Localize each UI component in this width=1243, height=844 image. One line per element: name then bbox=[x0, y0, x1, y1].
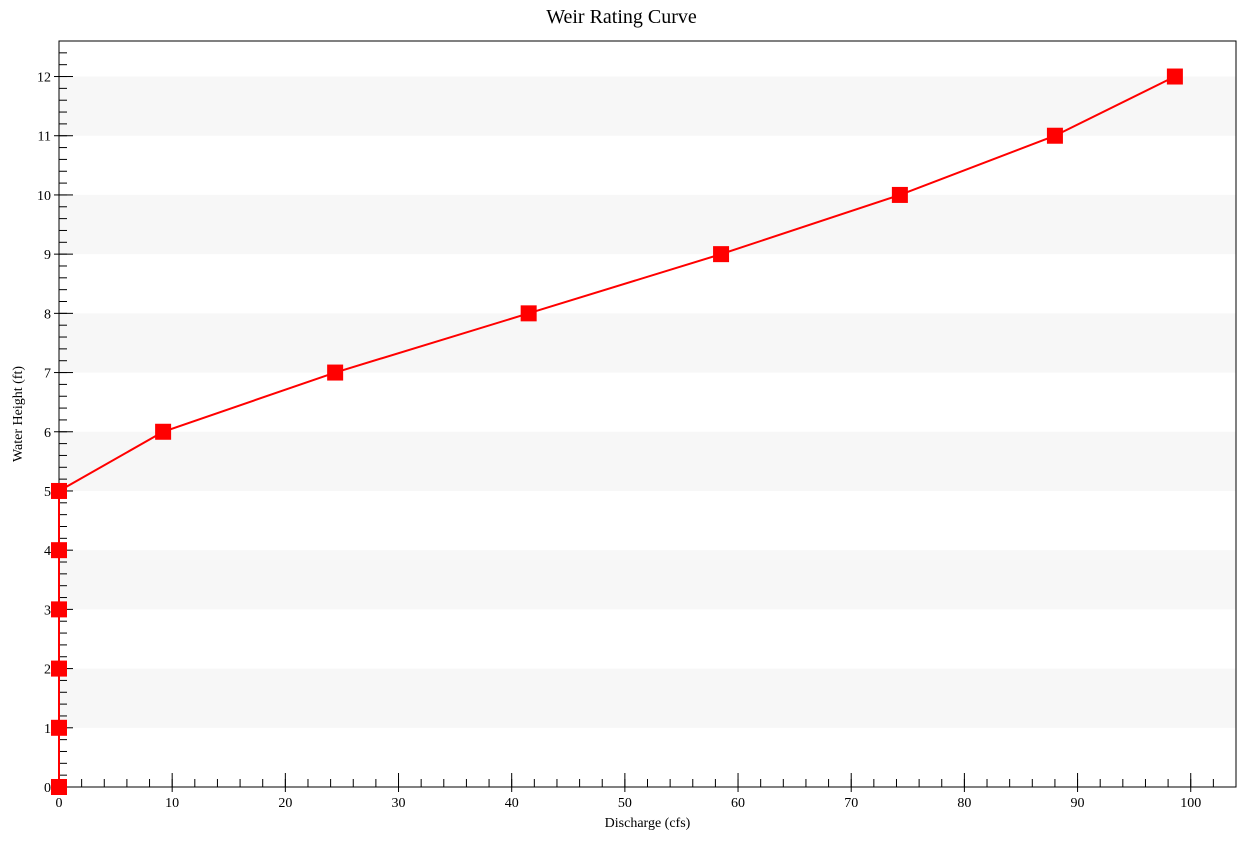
background-band bbox=[59, 194, 1236, 255]
background-band bbox=[59, 76, 1236, 136]
data-point bbox=[51, 660, 67, 677]
x-tick-label: 60 bbox=[731, 796, 745, 811]
x-tick-label: 70 bbox=[844, 796, 858, 811]
y-tick-label: 12 bbox=[37, 71, 51, 86]
x-tick-label: 90 bbox=[1071, 796, 1085, 811]
data-point bbox=[713, 246, 730, 263]
background-band bbox=[59, 550, 1236, 610]
y-tick-label: 7 bbox=[44, 367, 51, 382]
y-tick-label: 6 bbox=[44, 426, 51, 441]
x-tick-label: 0 bbox=[56, 796, 63, 811]
y-tick-label: 11 bbox=[38, 130, 51, 145]
x-tick-labels: 0 10 20 30 40 50 60 70 80 90 100 bbox=[56, 796, 1202, 811]
data-point bbox=[891, 186, 908, 203]
y-tick-label: 3 bbox=[44, 603, 51, 618]
y-tick-label: 1 bbox=[44, 722, 51, 737]
x-tick-label: 100 bbox=[1180, 796, 1201, 811]
background-band bbox=[59, 313, 1236, 373]
y-tick-label: 4 bbox=[44, 544, 51, 559]
x-tick-label: 40 bbox=[505, 796, 519, 811]
chart-title: Weir Rating Curve bbox=[546, 6, 697, 28]
data-point bbox=[327, 364, 344, 381]
y-tick-label: 8 bbox=[44, 307, 51, 322]
x-tick-label: 30 bbox=[392, 796, 406, 811]
data-point bbox=[51, 542, 67, 559]
x-axis-label: Discharge (cfs) bbox=[605, 816, 691, 831]
data-point bbox=[1046, 127, 1063, 144]
y-tick-label: 5 bbox=[44, 485, 51, 500]
x-tick-label: 80 bbox=[957, 796, 971, 811]
y-tick-label: 2 bbox=[44, 663, 51, 678]
data-point bbox=[520, 305, 537, 322]
x-tick-label: 50 bbox=[618, 796, 632, 811]
plot-frame bbox=[58, 40, 1237, 788]
x-tick-label: 10 bbox=[165, 796, 179, 811]
background-bands bbox=[59, 76, 1236, 728]
background-band bbox=[59, 431, 1236, 491]
series-layer bbox=[51, 68, 1183, 795]
data-point bbox=[51, 601, 67, 618]
y-tick-label: 0 bbox=[44, 781, 51, 796]
data-point bbox=[155, 423, 172, 440]
data-point bbox=[1166, 68, 1183, 85]
y-tick-label: 10 bbox=[37, 189, 51, 204]
background-band bbox=[59, 668, 1236, 728]
data-point bbox=[51, 719, 67, 736]
y-tick-label: 9 bbox=[44, 248, 51, 263]
y-axis-label: Water Height (ft) bbox=[11, 366, 26, 462]
data-point bbox=[51, 779, 67, 795]
x-tick-label: 20 bbox=[278, 796, 292, 811]
data-point bbox=[51, 482, 67, 499]
